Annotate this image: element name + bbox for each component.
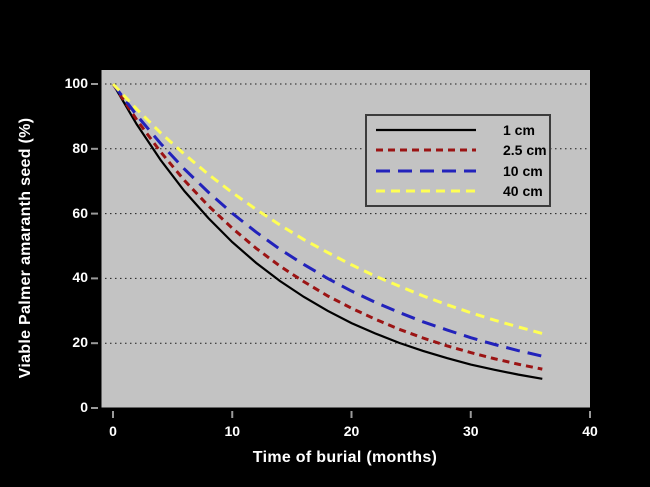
legend: 1 cm 2.5 cm 10 cm 40 cm xyxy=(365,114,551,207)
y-tick-label-20: 20 xyxy=(72,334,88,351)
y-tick-label-0: 0 xyxy=(80,399,88,415)
legend-label-1-cm: 1 cm xyxy=(503,122,535,139)
x-tick-label-0: 0 xyxy=(109,423,117,439)
series-line-10-cm xyxy=(111,83,543,358)
legend-line-sample-10-cm-icon xyxy=(376,169,476,173)
legend-line-sample-2-5-cm-icon xyxy=(376,148,476,152)
legend-rows: 1 cm 2.5 cm 10 cm 40 cm xyxy=(367,116,549,205)
y-tick-label-80: 80 xyxy=(72,139,88,156)
y-tick-label-60: 60 xyxy=(72,204,88,221)
y-tick-label-40: 40 xyxy=(72,269,88,286)
y-tick-label-100: 100 xyxy=(64,75,88,91)
series-line-2-5-cm xyxy=(111,83,543,371)
legend-row-1-cm: 1 cm xyxy=(367,121,549,140)
legend-label-40-cm: 40 cm xyxy=(503,182,543,199)
legend-line-sample-40-cm-icon xyxy=(376,189,476,193)
y-axis-title: Viable Palmer amaranth seed (%) xyxy=(17,117,34,379)
x-tick-label-20: 20 xyxy=(343,423,360,439)
series-line-40-cm xyxy=(111,82,543,335)
legend-row-2-5-cm: 2.5 cm xyxy=(367,141,549,160)
legend-row-40-cm: 40 cm xyxy=(367,181,549,200)
x-axis-title: Time of burial (months) xyxy=(252,449,438,466)
x-tick-label-30: 30 xyxy=(462,423,479,439)
legend-row-10-cm: 10 cm xyxy=(367,161,549,180)
legend-label-2-5-cm: 2.5 cm xyxy=(503,142,547,159)
legend-line-sample-1-cm-icon xyxy=(376,129,476,132)
x-tick-label-10: 10 xyxy=(224,423,241,439)
x-tick-label-40: 40 xyxy=(582,423,598,439)
series-line-1-cm xyxy=(112,83,543,380)
legend-label-10-cm: 10 cm xyxy=(503,162,543,179)
